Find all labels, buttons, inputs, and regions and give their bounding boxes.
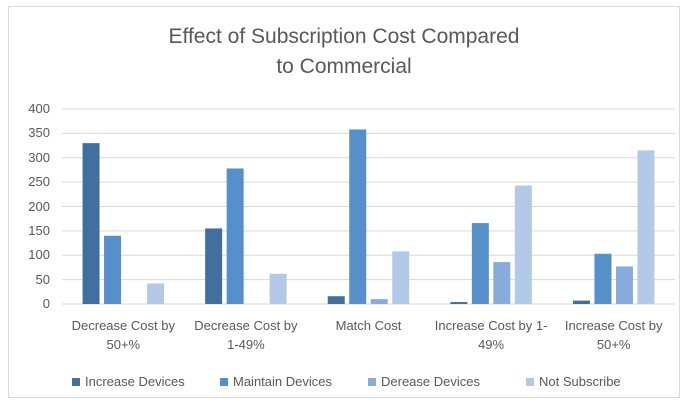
bar xyxy=(493,262,511,304)
bar xyxy=(514,185,532,304)
y-tick-label: 0 xyxy=(42,296,50,311)
bar xyxy=(471,223,489,304)
x-tick-label: Increase Cost by 50+% xyxy=(564,318,663,352)
bar xyxy=(594,253,612,304)
x-tick-label: Decrease Cost by 50+% xyxy=(71,318,175,352)
legend-swatch xyxy=(526,378,534,386)
chart-title: Effect of Subscription Cost Compared to … xyxy=(168,25,520,78)
legend-swatch xyxy=(220,378,228,386)
y-tick-label: 250 xyxy=(28,174,50,190)
y-tick-label: 50 xyxy=(35,271,50,287)
x-tick-label: Match Cost xyxy=(335,318,402,333)
x-tick-label: Decrease Cost by 1-49% xyxy=(194,318,298,352)
bar xyxy=(349,129,367,304)
bar xyxy=(572,300,590,304)
bar xyxy=(226,168,244,304)
bar xyxy=(392,251,410,304)
bar xyxy=(370,299,388,304)
bar xyxy=(147,283,165,304)
y-tick-label: 300 xyxy=(28,149,50,165)
y-tick-label: 350 xyxy=(28,125,50,141)
bar xyxy=(269,273,287,304)
y-tick-label: 150 xyxy=(28,222,50,238)
bar xyxy=(205,228,223,304)
bar xyxy=(82,143,100,304)
y-tick-label: 400 xyxy=(28,101,50,116)
chart-frame xyxy=(8,6,680,398)
bar xyxy=(327,296,345,304)
legend-swatch xyxy=(368,378,376,386)
y-tick-label: 200 xyxy=(28,198,50,214)
legend-label: Increase Devices xyxy=(85,374,185,389)
legend-label: Derease Devices xyxy=(381,374,480,389)
x-tick-label: Increase Cost by 1-49% xyxy=(434,318,548,352)
bar xyxy=(615,266,633,304)
bar xyxy=(637,150,655,304)
legend-swatch xyxy=(72,378,80,386)
y-tick-label: 100 xyxy=(28,247,50,263)
bar xyxy=(450,302,468,304)
legend-label: Maintain Devices xyxy=(233,374,332,389)
legend-label: Not Subscribe xyxy=(539,374,621,389)
bar xyxy=(104,235,122,304)
